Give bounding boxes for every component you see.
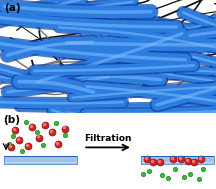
Bar — [4, 156, 77, 164]
Bar — [141, 156, 214, 157]
Bar — [141, 156, 214, 164]
Bar — [4, 156, 77, 157]
Bar — [4, 164, 77, 165]
Text: (a): (a) — [4, 3, 21, 13]
Text: (b): (b) — [3, 115, 20, 125]
Bar — [141, 164, 214, 165]
Text: Filtration: Filtration — [84, 134, 132, 143]
